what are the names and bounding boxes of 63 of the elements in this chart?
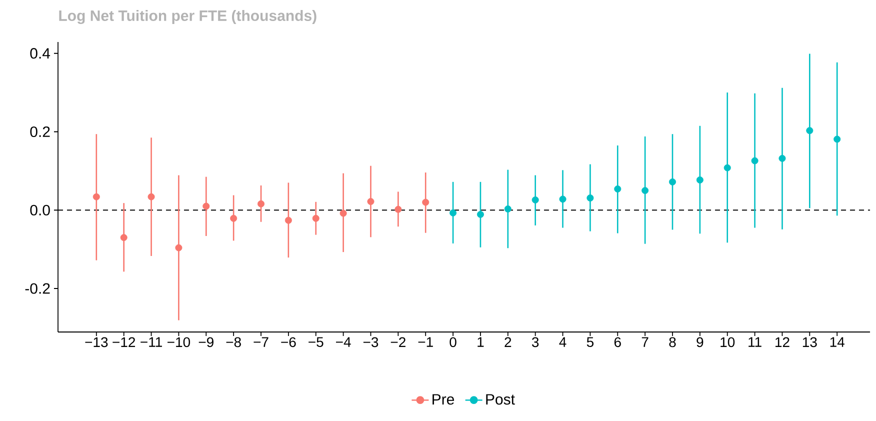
x-tick-label: 2 — [504, 337, 512, 347]
x-tick-label: −6 — [281, 337, 296, 348]
point — [312, 214, 320, 222]
point — [92, 193, 100, 200]
point — [148, 193, 155, 200]
x-tick-label: 6 — [614, 337, 621, 348]
x-tick-label: −8 — [226, 337, 241, 348]
x-tick-label: 14 — [830, 337, 844, 347]
x-tick-label: 12 — [776, 337, 790, 347]
point — [284, 216, 292, 224]
y-tick-label: 0.4 — [30, 48, 50, 59]
legend-label: Post — [486, 394, 515, 405]
point — [394, 206, 402, 213]
point — [450, 209, 457, 216]
x-tick-label: 1 — [478, 337, 484, 347]
x-tick-label: −13 — [85, 337, 108, 348]
x-tick-label: 11 — [748, 337, 762, 347]
x-tick-label: −12 — [112, 337, 136, 347]
point — [120, 234, 128, 242]
legend-label: Pre — [432, 394, 454, 405]
y-tick-label: -0.2 — [25, 283, 50, 294]
point — [367, 198, 374, 205]
point — [230, 214, 238, 222]
point — [642, 187, 649, 194]
x-tick-label: −5 — [308, 337, 324, 347]
y-tick-label: 0.0 — [30, 204, 50, 216]
point — [614, 185, 622, 192]
y-tick-label: 0.2 — [30, 126, 50, 138]
point — [340, 210, 347, 217]
point — [175, 244, 182, 252]
point — [476, 210, 484, 218]
x-tick-label: 4 — [559, 337, 566, 347]
x-tick-label: −10 — [168, 337, 190, 348]
point — [834, 136, 841, 143]
point — [504, 205, 512, 212]
point — [696, 176, 704, 184]
point — [422, 198, 430, 206]
point — [668, 178, 676, 186]
point — [258, 200, 265, 208]
point — [586, 194, 594, 202]
x-tick-label: 5 — [586, 337, 594, 347]
x-tick-label: 13 — [802, 337, 817, 348]
x-tick-label: 3 — [532, 337, 539, 348]
x-tick-label: 0 — [450, 337, 456, 348]
x-tick-label: −3 — [363, 337, 378, 348]
x-tick-label: −2 — [390, 337, 406, 347]
x-tick-label: −9 — [198, 337, 214, 348]
point — [202, 202, 210, 210]
point — [778, 154, 786, 162]
x-tick-label: 7 — [642, 337, 648, 347]
point — [532, 196, 539, 204]
point — [751, 157, 758, 164]
x-tick-label: 9 — [696, 337, 704, 348]
point — [724, 164, 731, 172]
x-tick-label: −1 — [418, 337, 433, 347]
point — [806, 127, 814, 134]
point — [559, 196, 566, 203]
x-tick-label: 8 — [669, 337, 676, 348]
x-tick-label: −11 — [140, 337, 162, 347]
chart-title: Log Net Tuition per FTE (thousands) — [59, 10, 316, 24]
x-tick-label: −7 — [254, 337, 268, 347]
x-tick-label: 10 — [720, 337, 735, 348]
x-tick-label: −4 — [336, 337, 351, 347]
